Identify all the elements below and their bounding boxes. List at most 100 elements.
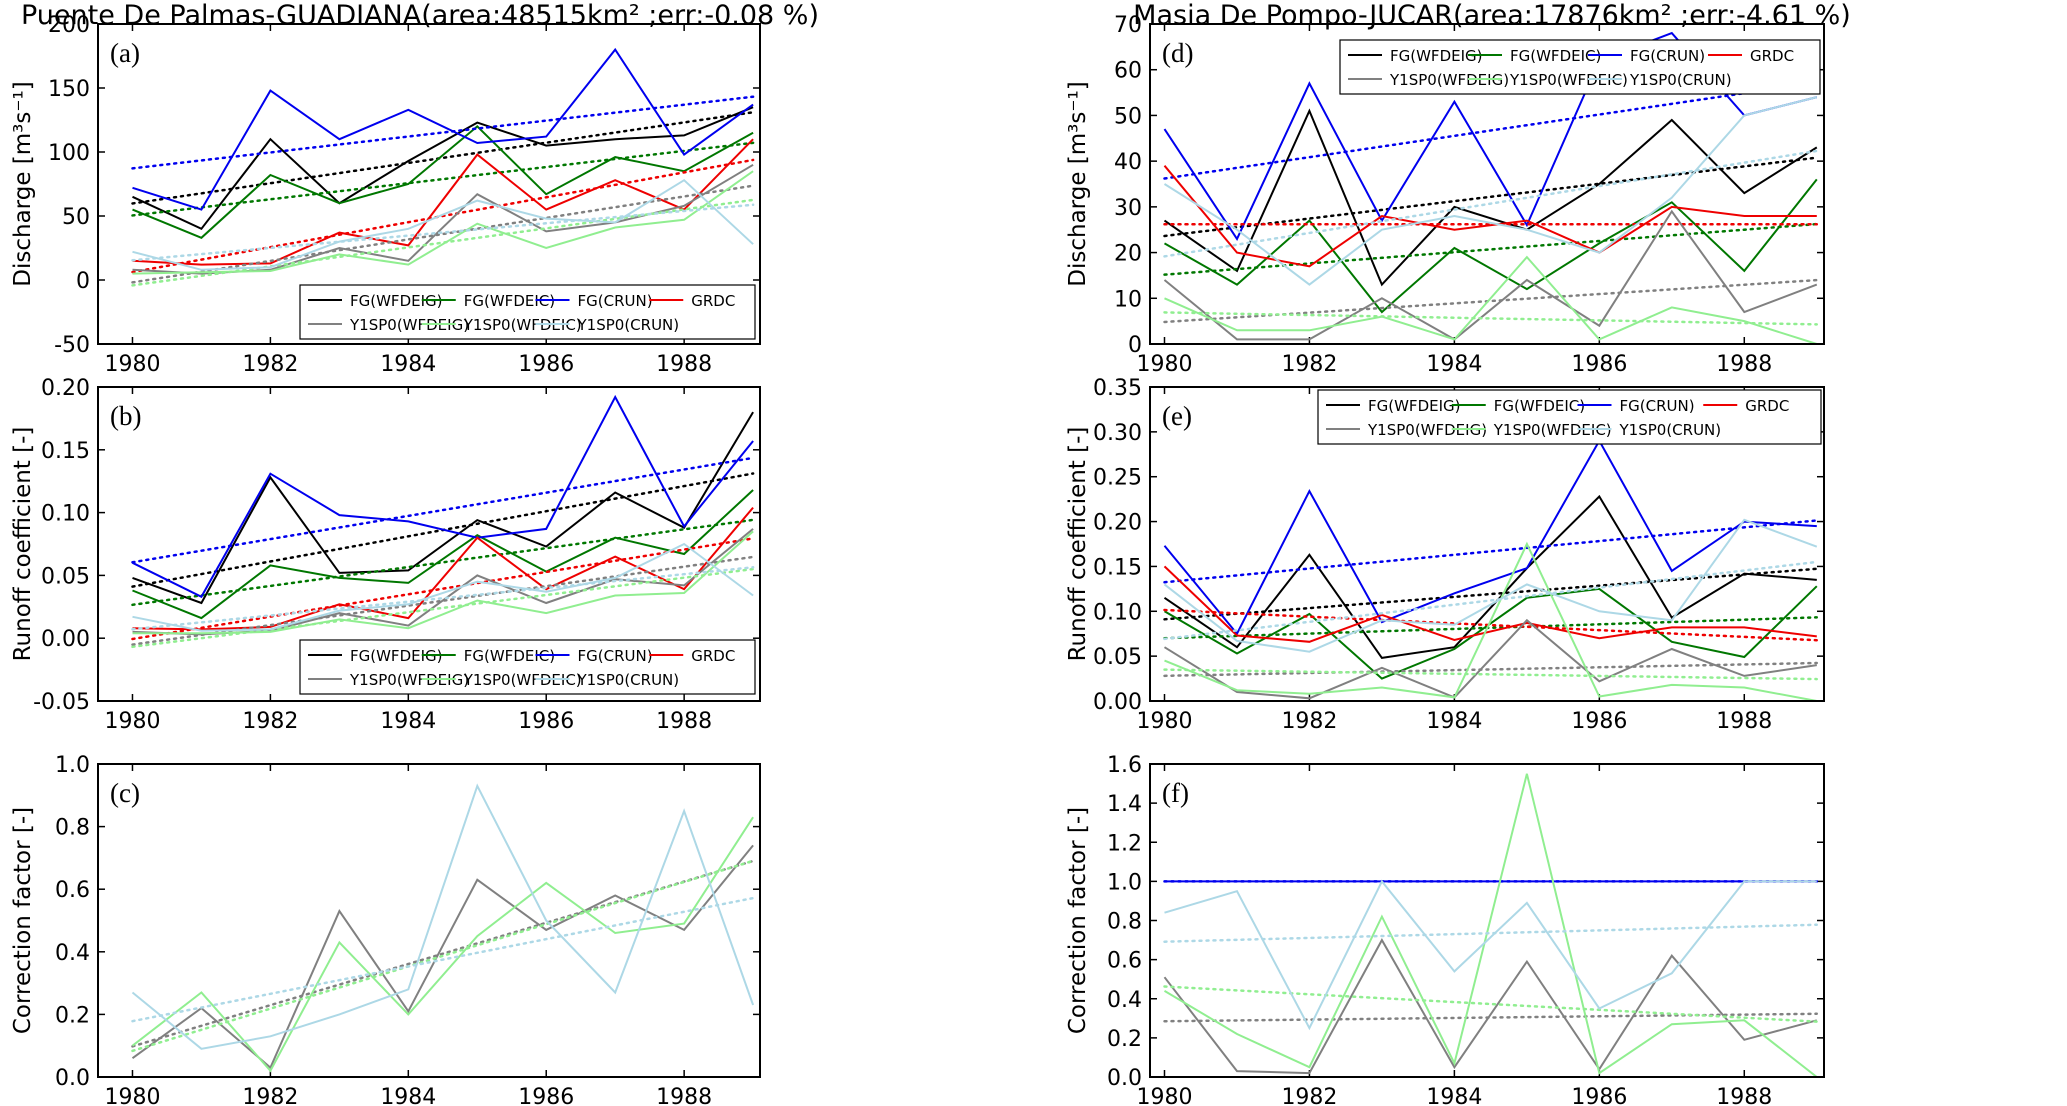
trend-line-y1sp0-crun	[131, 203, 755, 262]
x-tick-label: 1986	[518, 1085, 574, 1106]
panel-a: -50 0 50 100 150 200 1980 1982 1984 1986 1988 Disch…	[10, 13, 761, 377]
x-tick-label: 1986	[518, 352, 574, 377]
series-line-y1sp0-wfdeic	[132, 170, 754, 275]
trend-line-fg-crun	[1163, 81, 1819, 180]
series-line-y1sp0-wfdeig	[1163, 618, 1817, 700]
series-line-fg-wfdeic	[132, 125, 754, 239]
series-line-y1sp0-wfdeig	[131, 844, 754, 1070]
y-tick-label: 0.4	[1107, 988, 1142, 1013]
plot-frame	[97, 386, 761, 702]
x-tick-label: 1988	[656, 1085, 712, 1106]
trend-line-y1sp0-crun	[1163, 149, 1819, 258]
legend-label-grdc: GRDC	[1745, 397, 1789, 415]
y-axis-label: Correction factor [-]	[1065, 807, 1091, 1034]
x-tick-label: 1982	[1281, 1085, 1337, 1106]
plot-area	[1163, 773, 1819, 1077]
series-line-y1sp0-crun	[132, 542, 754, 632]
series-line-grdc	[1163, 165, 1817, 268]
x-tick-label: 1980	[104, 1085, 160, 1106]
legend-label-y1sp0-wfdeic: Y1SP0(WFDEIC)	[463, 316, 582, 334]
x-tick-label: 1984	[380, 1085, 436, 1106]
series-line-y1sp0-wfdeic	[131, 816, 754, 1073]
plot-area	[131, 394, 755, 649]
trend-line-y1sp0-wfdeic	[131, 567, 755, 649]
y-tick-label: 0.30	[1093, 421, 1142, 446]
y-tick-label: 0.0	[55, 1066, 90, 1091]
legend-label-fg-wfdeig: FG(WFDEIG)	[350, 292, 443, 310]
x-tick-label: 1980	[104, 709, 160, 734]
y-tick-label: 1.2	[1107, 831, 1142, 856]
y-tick-label: 1.6	[1107, 753, 1142, 778]
trend-line-y1sp0-wfdeig	[131, 184, 755, 284]
plot-frame	[1149, 23, 1825, 345]
legend: FG(WFDEIG) FG(WFDEIC) FG(CRUN) GRDC Y1SP0(WF…	[1339, 39, 1821, 95]
trend-line-grdc	[131, 537, 755, 641]
y-tick-label: 0.15	[41, 439, 90, 464]
y-tick-label: 0.2	[1107, 1027, 1142, 1052]
panel-e: 0.00 0.05 0.10 0.15 0.20 0.25 0.30 0.35 1980 1982…	[1065, 376, 1825, 734]
series-line-grdc	[132, 138, 754, 266]
legend-label-fg-wfdeic: FG(WFDEIC)	[1510, 47, 1601, 65]
trend-line-fg-wfdeig	[1163, 567, 1819, 621]
y-tick-label: 0.20	[41, 376, 90, 401]
x-tick-label: 1986	[1571, 352, 1627, 377]
trend-line-y1sp0-crun	[131, 896, 755, 1023]
series-line-y1sp0-crun	[1164, 879, 1817, 1031]
series-line-y1sp0-crun	[132, 178, 754, 271]
legend-label-fg-wfdeic: FG(WFDEIC)	[464, 292, 555, 310]
series-line-fg-wfdeig	[1163, 494, 1817, 659]
y-tick-label: 20	[1114, 242, 1142, 267]
trend-line-fg-wfdeic	[1163, 222, 1819, 276]
x-tick-label: 1984	[380, 709, 436, 734]
legend-label-fg-crun: FG(CRUN)	[1630, 47, 1705, 65]
y-tick-label: 50	[62, 205, 90, 230]
series-line-y1sp0-wfdeig	[1163, 938, 1818, 1075]
legend-label-y1sp0-wfdeig: Y1SP0(WFDEIG)	[349, 671, 469, 689]
y-tick-label: 200	[48, 13, 90, 38]
trend-line-fg-wfdeig	[1163, 156, 1819, 238]
legend-label-y1sp0-crun: Y1SP0(CRUN)	[1619, 421, 1722, 439]
legend-label-fg-wfdeig: FG(WFDEIG)	[1368, 397, 1461, 415]
panel-label: (e)	[1162, 401, 1192, 431]
trend-line-fg-crun	[1163, 519, 1819, 584]
y-tick-label: 50	[1114, 104, 1142, 129]
y-tick-label: 0.25	[1093, 466, 1142, 491]
series-line-y1sp0-wfdeig	[1163, 209, 1818, 341]
panel-d: 0 10 20 30 40 50 60 70 1980 1982 1984 1986 1988 Disch…	[1065, 13, 1825, 377]
panel-label: (a)	[110, 38, 140, 68]
y-tick-label: 150	[48, 77, 90, 102]
y-tick-label: 0.05	[41, 564, 90, 589]
y-tick-label: 10	[1114, 287, 1142, 312]
y-tick-label: 0.05	[1093, 645, 1142, 670]
x-tick-label: 1988	[1716, 709, 1772, 734]
y-axis-label: Runoff coefficient [-]	[1065, 427, 1091, 662]
legend-label-y1sp0-crun: Y1SP0(CRUN)	[577, 316, 680, 334]
y-tick-label: 1.0	[1107, 870, 1142, 895]
trend-line-y1sp0-wfdeic	[131, 859, 755, 1053]
x-tick-label: 1988	[656, 709, 712, 734]
legend-label-fg-wfdeig: FG(WFDEIG)	[350, 647, 443, 665]
legend-label-fg-wfdeig: FG(WFDEIG)	[1390, 47, 1483, 65]
plot-frame	[97, 23, 761, 345]
y-tick-label: 0	[1128, 333, 1142, 358]
y-tick-label: 70	[1114, 13, 1142, 38]
y-tick-label: 0	[76, 269, 90, 294]
trend-line-y1sp0-crun	[131, 566, 755, 631]
y-tick-label: 100	[48, 141, 90, 166]
series-line-fg-crun	[132, 394, 754, 599]
legend-label-fg-wfdeic: FG(WFDEIC)	[1494, 397, 1585, 415]
y-tick-label: 0.00	[41, 627, 90, 652]
x-tick-label: 1984	[1426, 352, 1482, 377]
legend-box	[299, 284, 756, 340]
trend-line-fg-crun	[131, 95, 755, 170]
trend-line-grdc	[131, 158, 755, 274]
plot-area	[131, 783, 755, 1073]
series-line-fg-wfdeic	[1164, 178, 1818, 314]
y-tick-label: 0.6	[55, 878, 90, 903]
panel-f: 0.0 0.2 0.4 0.6 0.8 1.0 1.2 1.4 1.6 1980 1982 1984 1…	[1065, 753, 1825, 1106]
y-axis-label: Discharge [m³s⁻¹]	[10, 81, 36, 286]
legend-box	[299, 639, 756, 695]
series-line-y1sp0-wfdeic	[1164, 541, 1817, 701]
legend-label-grdc: GRDC	[691, 647, 735, 665]
